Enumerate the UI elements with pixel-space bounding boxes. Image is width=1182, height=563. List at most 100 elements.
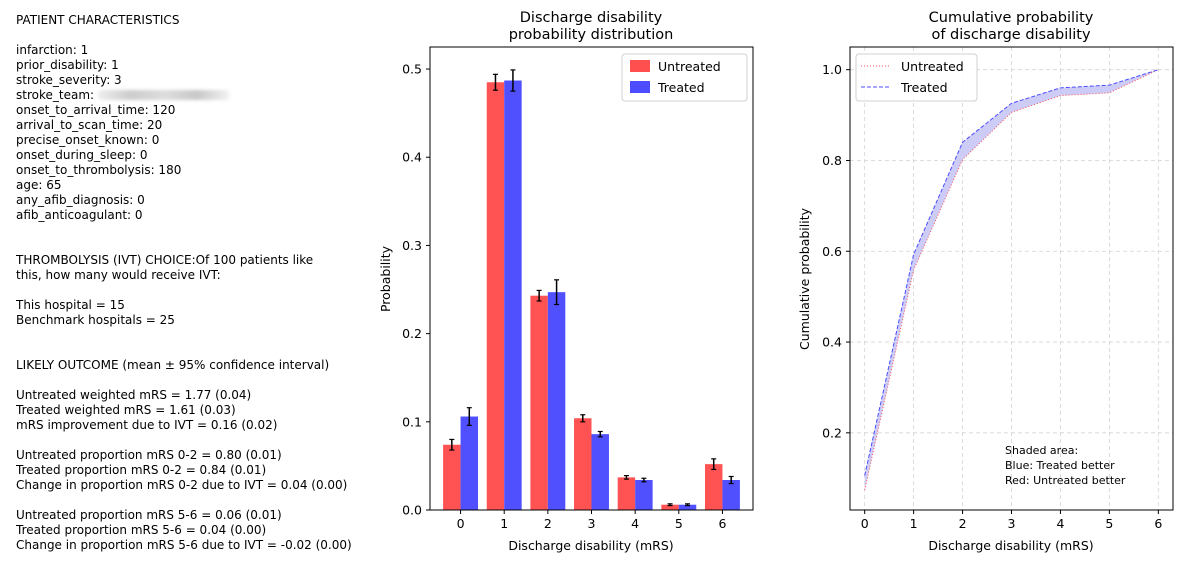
series-line-treated: [864, 69, 1159, 476]
y-tick-label: 0.4: [822, 335, 842, 350]
x-tick-label: 5: [1105, 516, 1113, 531]
legend-box: [855, 53, 978, 102]
outcome-line: Treated weighted mRS = 1.61 (0.03): [16, 403, 236, 417]
x-tick-label: 1: [500, 516, 508, 531]
annotation-line: Shaded area:: [1005, 444, 1078, 457]
x-tick-label: 6: [718, 516, 726, 531]
series-line-untreated: [864, 69, 1159, 491]
outcome-heading: LIKELY OUTCOME (mean ± 95% confidence in…: [16, 358, 330, 372]
cumulative-chart-ylabel: Cumulative probability: [797, 207, 812, 350]
bar-untreated-3: [574, 418, 592, 510]
y-tick-label: 0.3: [402, 238, 422, 253]
bar-untreated-2: [530, 295, 548, 510]
y-tick-label: 0.5: [402, 62, 422, 77]
patient-line: onset_to_arrival_time: 120: [16, 103, 176, 117]
y-tick-label: 0.6: [822, 244, 842, 259]
legend-label-untreated: Untreated: [901, 59, 964, 74]
stroke-team-label: stroke_team:: [16, 88, 95, 102]
patient-line: precise_onset_known: 0: [16, 133, 160, 147]
y-tick-label: 0.2: [822, 425, 842, 440]
cumulative-chart-title: of discharge disability: [931, 27, 1091, 43]
legend-label-untreated: Untreated: [658, 59, 721, 74]
x-tick-label: 5: [675, 516, 683, 531]
patient-line: any_afib_diagnosis: 0: [16, 193, 145, 207]
x-tick-label: 3: [1008, 516, 1016, 531]
shaded-area-annotation: Shaded area: Blue: Treated better Red: U…: [1005, 444, 1126, 487]
bar-untreated-4: [617, 477, 636, 510]
cumulative-chart-axes: 0 1 2 3 4 5 6 0.2 0.4 0.6 0.8 1.0: [822, 62, 1162, 531]
x-tick-label: 3: [588, 516, 596, 531]
bar-untreated-0: [443, 444, 461, 510]
x-tick-label: 6: [1154, 516, 1162, 531]
bar-untreated-6: [704, 464, 723, 510]
bar-chart-title: Discharge disability: [520, 10, 663, 26]
bar-treated-2: [547, 292, 566, 510]
outcome-line: Change in proportion mRS 0-2 due to IVT …: [16, 478, 348, 492]
bar-treated-5: [678, 504, 697, 510]
patient-line-stroke-team: stroke_team:: [16, 88, 386, 103]
patient-line: stroke_severity: 3: [16, 73, 122, 87]
legend-label-treated: Treated: [657, 80, 705, 95]
bar-chart-ylabel: Probability: [378, 245, 393, 312]
y-tick-label: 0.8: [822, 153, 842, 168]
x-tick-label: 0: [457, 516, 465, 531]
patient-info-panel: PATIENT CHARACTERISTICS infarction: 1 pr…: [16, 13, 386, 553]
patient-line: infarction: 1: [16, 43, 89, 57]
bar-treated-3: [591, 434, 609, 510]
legend-swatch-untreated: [630, 60, 650, 72]
annotation-line: Blue: Treated better: [1005, 459, 1115, 472]
bar-treated-0: [460, 416, 479, 510]
choice-heading: THROMBOLYSIS (IVT) CHOICE:Of 100 patient…: [16, 253, 314, 267]
bar-chart-axes: 0 1 2 3 4 5 6 0.0 0.1 0.2 0.3 0.4 0.5: [402, 62, 726, 531]
patient-line: arrival_to_scan_time: 20: [16, 118, 163, 132]
outcome-line: Change in proportion mRS 5-6 due to IVT …: [16, 538, 352, 552]
annotation-line: Red: Untreated better: [1005, 474, 1126, 487]
cumulative-chart: Cumulative probability of discharge disa…: [797, 10, 1174, 553]
y-tick-label: 0.1: [402, 414, 422, 429]
bar-treated-1: [504, 80, 522, 510]
legend-box: [621, 53, 748, 102]
y-tick-label: 0.2: [402, 326, 422, 341]
outcome-line: Treated proportion mRS 0-2 = 0.84 (0.01): [16, 463, 267, 477]
y-tick-label: 1.0: [822, 62, 842, 77]
bar-untreated-1: [486, 82, 505, 511]
outcome-line: mRS improvement due to IVT = 0.16 (0.02): [16, 418, 278, 432]
patient-line: afib_anticoagulant: 0: [16, 208, 143, 222]
bar-chart: Discharge disability probability distrib…: [378, 10, 754, 553]
bar-chart-xlabel: Discharge disability (mRS): [508, 538, 673, 553]
legend-swatch-treated: [630, 81, 650, 93]
outcome-line: Untreated weighted mRS = 1.77 (0.04): [16, 388, 252, 402]
cumulative-chart-xlabel: Discharge disability (mRS): [928, 538, 1093, 553]
bar-treated-6: [722, 480, 740, 510]
benchmark-value: Benchmark hospitals = 25: [16, 313, 175, 327]
cumulative-chart-legend: Untreated Treated: [855, 53, 978, 102]
x-tick-label: 4: [631, 516, 639, 531]
bar-chart-legend: Untreated Treated: [621, 53, 748, 102]
y-tick-label: 0.4: [402, 150, 422, 165]
legend-label-treated: Treated: [900, 80, 948, 95]
outcome-line: Untreated proportion mRS 0-2 = 0.80 (0.0…: [16, 448, 282, 462]
choice-heading: this, how many would receive IVT:: [16, 268, 221, 282]
x-tick-label: 0: [861, 516, 869, 531]
cumulative-chart-gridlines: [850, 47, 1173, 510]
bar-untreated-5: [661, 504, 679, 510]
redacted-value: [97, 90, 230, 100]
x-tick-label: 1: [910, 516, 918, 531]
patient-line: age: 65: [16, 178, 62, 192]
y-tick-label: 0.0: [402, 503, 422, 518]
outcome-line: Untreated proportion mRS 5-6 = 0.06 (0.0…: [16, 508, 282, 522]
cumulative-chart-marks: [864, 69, 1159, 491]
this-hospital-value: This hospital = 15: [16, 298, 125, 312]
outcome-line: Treated proportion mRS 5-6 = 0.04 (0.00): [16, 523, 267, 537]
patient-line: onset_to_thrombolysis: 180: [16, 163, 182, 177]
cumulative-chart-title: Cumulative probability: [929, 10, 1094, 26]
x-tick-label: 2: [544, 516, 552, 531]
bar-chart-marks: [443, 69, 740, 511]
patient-line: prior_disability: 1: [16, 58, 119, 72]
x-tick-label: 4: [1056, 516, 1064, 531]
patient-line: onset_during_sleep: 0: [16, 148, 148, 162]
bar-treated-4: [635, 480, 653, 510]
bar-chart-title: probability distribution: [509, 27, 674, 43]
patient-heading: PATIENT CHARACTERISTICS: [16, 13, 180, 27]
